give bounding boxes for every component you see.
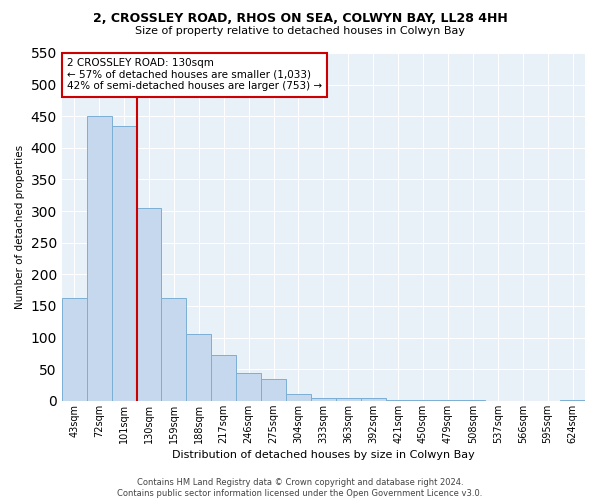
Bar xyxy=(286,394,311,401)
Bar xyxy=(460,400,485,401)
Text: Size of property relative to detached houses in Colwyn Bay: Size of property relative to detached ho… xyxy=(135,26,465,36)
Bar xyxy=(410,400,436,401)
Bar xyxy=(336,398,361,401)
Bar xyxy=(211,354,236,401)
Bar xyxy=(161,298,187,401)
Text: Contains HM Land Registry data © Crown copyright and database right 2024.
Contai: Contains HM Land Registry data © Crown c… xyxy=(118,478,482,498)
Text: 2 CROSSLEY ROAD: 130sqm
← 57% of detached houses are smaller (1,033)
42% of semi: 2 CROSSLEY ROAD: 130sqm ← 57% of detache… xyxy=(67,58,322,92)
Bar xyxy=(436,400,460,401)
Bar xyxy=(261,380,286,401)
Y-axis label: Number of detached properties: Number of detached properties xyxy=(15,145,25,309)
Bar xyxy=(560,400,585,401)
Bar xyxy=(62,298,87,401)
Bar xyxy=(386,400,410,401)
Bar xyxy=(187,334,211,401)
Bar xyxy=(311,398,336,401)
Bar xyxy=(137,208,161,401)
Bar xyxy=(112,126,137,401)
Bar xyxy=(236,373,261,401)
X-axis label: Distribution of detached houses by size in Colwyn Bay: Distribution of detached houses by size … xyxy=(172,450,475,460)
Text: 2, CROSSLEY ROAD, RHOS ON SEA, COLWYN BAY, LL28 4HH: 2, CROSSLEY ROAD, RHOS ON SEA, COLWYN BA… xyxy=(92,12,508,26)
Bar xyxy=(361,398,386,401)
Bar xyxy=(87,116,112,401)
